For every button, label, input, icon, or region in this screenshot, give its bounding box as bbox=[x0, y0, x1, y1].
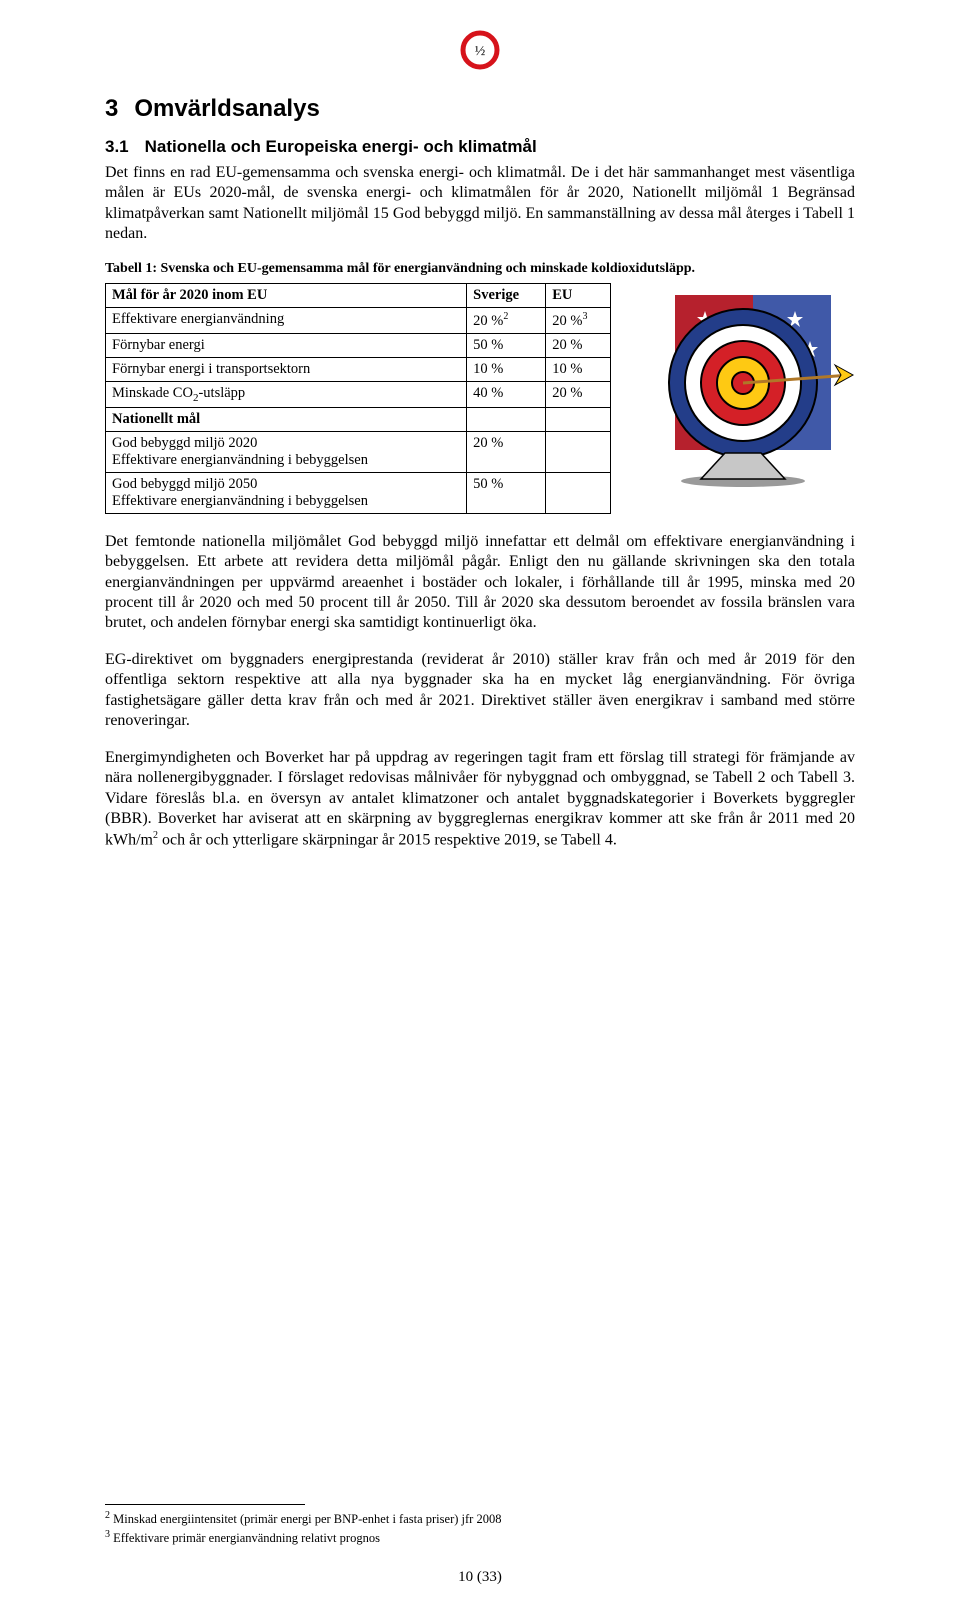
cell-eu: 20 %3 bbox=[546, 307, 611, 333]
cell-label: God bebyggd miljö 2050 Effektivare energ… bbox=[106, 472, 467, 513]
cell-se: 50 % bbox=[467, 333, 546, 357]
empty-cell bbox=[546, 407, 611, 431]
fraction-icon: ½ bbox=[460, 30, 500, 70]
paragraph-2: Det femtonde nationella miljömålet God b… bbox=[105, 532, 855, 634]
section-title: Omvärldsanalys bbox=[134, 95, 319, 122]
table-caption: Tabell 1: Svenska och EU-gemensamma mål … bbox=[105, 261, 855, 277]
empty-cell bbox=[546, 472, 611, 513]
table-and-figure-row: Mål för år 2020 inom EU Sverige EU Effek… bbox=[105, 283, 855, 514]
cell-se: 10 % bbox=[467, 357, 546, 381]
paragraph-1: Det finns en rad EU-gemensamma och svens… bbox=[105, 163, 855, 245]
cell-eu: 10 % bbox=[546, 357, 611, 381]
footnote-2: 2 Minskad energiintensitet (primär energ… bbox=[105, 1509, 855, 1527]
col-header-sweden: Sverige bbox=[467, 283, 546, 307]
nat-head: Nationellt mål bbox=[106, 407, 467, 431]
section-heading: 3 Omvärldsanalys bbox=[105, 95, 855, 123]
table-nat-head-row: Nationellt mål bbox=[106, 407, 611, 431]
cell-label: God bebyggd miljö 2020 Effektivare energ… bbox=[106, 431, 467, 472]
cell-label: Effektivare energianvändning bbox=[106, 307, 467, 333]
col-header-goal: Mål för år 2020 inom EU bbox=[106, 283, 467, 307]
footnote-3: 3 Effektivare primär energianvändning re… bbox=[105, 1528, 855, 1546]
cell-label: Förnybar energi i transportsektorn bbox=[106, 357, 467, 381]
cell-eu: 20 % bbox=[546, 381, 611, 407]
cell-se: 20 %2 bbox=[467, 307, 546, 333]
paragraph-4: Energimyndigheten och Boverket har på up… bbox=[105, 748, 855, 851]
header-icon-wrap: ½ bbox=[105, 30, 855, 75]
svg-text:½: ½ bbox=[475, 44, 486, 59]
subsection-title: Nationella och Europeiska energi- och kl… bbox=[145, 137, 537, 156]
page-number: 10 (33) bbox=[0, 1569, 960, 1586]
col-header-eu: EU bbox=[546, 283, 611, 307]
cell-label: Förnybar energi bbox=[106, 333, 467, 357]
footnote-rule bbox=[105, 1504, 305, 1505]
paragraph-3: EG-direktivet om byggnaders energipresta… bbox=[105, 650, 855, 732]
empty-cell bbox=[546, 431, 611, 472]
table-header-row: Mål för år 2020 inom EU Sverige EU bbox=[106, 283, 611, 307]
subsection-number: 3.1 bbox=[105, 137, 129, 156]
table-row: God bebyggd miljö 2020 Effektivare energ… bbox=[106, 431, 611, 472]
cell-se: 50 % bbox=[467, 472, 546, 513]
table-row: Förnybar energi i transportsektorn 10 % … bbox=[106, 357, 611, 381]
goals-table: Mål för år 2020 inom EU Sverige EU Effek… bbox=[105, 283, 611, 514]
cell-se: 20 % bbox=[467, 431, 546, 472]
empty-cell bbox=[467, 407, 546, 431]
table-row: God bebyggd miljö 2050 Effektivare energ… bbox=[106, 472, 611, 513]
cell-se: 40 % bbox=[467, 381, 546, 407]
cell-eu: 20 % bbox=[546, 333, 611, 357]
table-row: Förnybar energi 50 % 20 % bbox=[106, 333, 611, 357]
table-row: Minskade CO2-utsläpp 40 % 20 % bbox=[106, 381, 611, 407]
cell-label: Minskade CO2-utsläpp bbox=[106, 381, 467, 407]
subsection-heading: 3.1 Nationella och Europeiska energi- oc… bbox=[105, 137, 855, 157]
target-illustration bbox=[635, 283, 855, 493]
section-number: 3 bbox=[105, 95, 118, 122]
footnotes: 2 Minskad energiintensitet (primär energ… bbox=[105, 1504, 855, 1546]
table-row: Effektivare energianvändning 20 %2 20 %3 bbox=[106, 307, 611, 333]
